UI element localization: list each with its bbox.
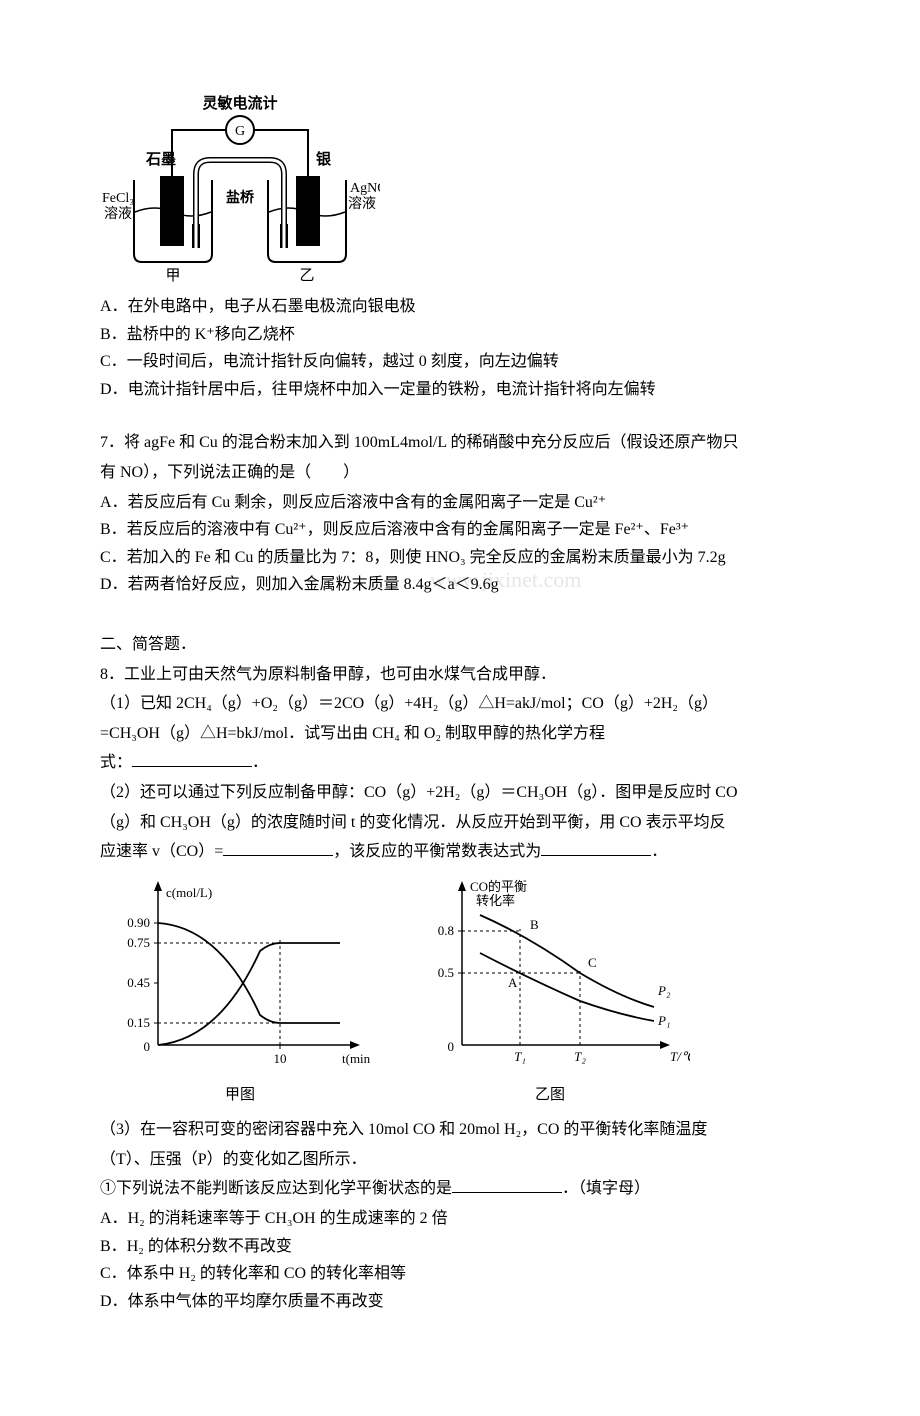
ybtick-05-label: 0.5	[438, 965, 454, 980]
salt-bridge-label: 盐桥	[226, 189, 255, 206]
yb-arrow	[458, 881, 466, 891]
q7-stem-line2: 有 NO），下列说法正确的是（ ）	[100, 460, 820, 486]
origin-b: 0	[448, 1039, 455, 1054]
q8-part2c2: ，该反应的平衡常数表达式为	[333, 843, 541, 860]
right-solution-sub: 溶液	[348, 196, 376, 212]
chart-b-wrap: CO的平衡 转化率 T/℃ 0.5 0.8 0 T₁ T₂	[410, 875, 690, 1108]
left-solution-sub: 溶液	[104, 206, 132, 222]
q8-stem: 8．工业上可由天然气为原料制备甲醇，也可由水煤气合成甲醇．	[100, 662, 820, 688]
left-electrode-label: 石墨	[145, 151, 176, 168]
label-p2: P₂	[657, 983, 671, 998]
xbtick-t2: T₂	[574, 1049, 586, 1064]
xb-arrow	[660, 1041, 670, 1049]
q6-option-a-text: 在外电路中，电子从石墨电极流向银电极	[128, 298, 416, 315]
blank-4	[452, 1176, 562, 1193]
q8-subopt-c-text: 体系中 H₂ 的转化率和 CO 的转化率相等	[127, 1265, 406, 1282]
yb-label1: CO的平衡	[470, 879, 527, 894]
q8-part3-line1: （3）在一容积可变的密闭容器中充入 10mol CO 和 20mol H₂，CO…	[100, 1117, 820, 1143]
q6-option-d: D．电流计指针居中后，往甲烧杯中加入一定量的铁粉，电流计指针将向左偏转	[100, 377, 820, 403]
q7-option-b: B．若反应后的溶液中有 Cu²⁺，则反应后溶液中含有的金属阳离子一定是 Fe²⁺…	[100, 517, 820, 543]
ytick-015-label: 0.15	[127, 1015, 150, 1030]
q8-part2-line3: 应速率 v（CO）= ，该反应的平衡常数表达式为 ．	[100, 839, 820, 865]
galvanometer-title: 灵敏电流计	[202, 94, 277, 112]
q6-option-a: A．在外电路中，电子从石墨电极流向银电极	[100, 294, 820, 320]
q8-part1-line2: =CH₃OH（g）△H=bkJ/mol．试写出由 CH₄ 和 O₂ 制取甲醇的热…	[100, 721, 820, 747]
ytick-045-label: 0.45	[127, 975, 150, 990]
electrode-left	[160, 176, 184, 246]
q8-part2-line2: （g）和 CH₃OH（g）的浓度随时间 t 的变化情况．从反应开始到平衡，用 C…	[100, 810, 820, 836]
page: 灵敏电流计 G 石墨 银 盐桥	[0, 0, 920, 1416]
left-solution-label: FeCl₃	[102, 191, 134, 206]
label-p1: P₁	[657, 1013, 670, 1028]
electrode-right	[296, 176, 320, 246]
chart-a-caption: 甲图	[110, 1083, 370, 1107]
q7-option-a: A．若反应后有 Cu 剩余，则反应后溶液中含有的金属阳离子一定是 Cu²⁺	[100, 490, 820, 516]
q8-part1c-label: 式：	[100, 754, 132, 771]
q8-part2c1: 应速率 v（CO）=	[100, 843, 223, 860]
y-axis-arrow	[154, 881, 162, 891]
galvanometer-g: G	[235, 124, 245, 139]
q8-subopt-a-text: H₂ 的消耗速率等于 CH₃OH 的生成速率的 2 倍	[128, 1210, 448, 1227]
q7-option-a-text: 若反应后有 Cu 剩余，则反应后溶液中含有的金属阳离子一定是 Cu²⁺	[128, 494, 607, 511]
q7-stem-line1: 7．将 agFe 和 Cu 的混合粉末加入到 100mL4mol/L 的稀硝酸中…	[100, 430, 820, 456]
q8-part3-1a: ①下列说法不能判断该反应达到化学平衡状态的是	[100, 1180, 452, 1197]
q8-subopt-c: C．体系中 H₂ 的转化率和 CO 的转化率相等	[100, 1261, 820, 1287]
x-axis-arrow	[350, 1041, 360, 1049]
q8-subopt-b: B．H₂ 的体积分数不再改变	[100, 1234, 820, 1260]
beaker-right-name: 乙	[299, 268, 314, 284]
q8-subopt-a: A．H₂ 的消耗速率等于 CH₃OH 的生成速率的 2 倍	[100, 1206, 820, 1232]
q7-option-d-text: 若两者恰好反应，则加入金属粉末质量 8.4g＜a＜9.6g	[128, 576, 499, 593]
q6-option-d-text: 电流计指针居中后，往甲烧杯中加入一定量的铁粉，电流计指针将向左偏转	[128, 381, 656, 398]
chart-a: c(mol/L) 0.15 0.45 0.75 0.90 0 10 t(min)	[110, 875, 370, 1075]
ytick-075-label: 0.75	[127, 935, 150, 950]
q6-option-c-text: 一段时间后，电流计指针反向偏转，越过 0 刻度，向左边偏转	[127, 353, 559, 370]
chart-b: CO的平衡 转化率 T/℃ 0.5 0.8 0 T₁ T₂	[410, 875, 690, 1075]
blank-3	[541, 839, 651, 856]
q8-part2c-end: ．	[651, 843, 667, 860]
q8-part1-line1: （1）已知 2CH₄（g）+O₂（g）＝2CO（g）+4H₂（g）△H=akJ/…	[100, 691, 820, 717]
q7-option-d: D．若两者恰好反应，则加入金属粉末质量 8.4g＜a＜9.6g	[100, 572, 820, 598]
q6-figure: 灵敏电流计 G 石墨 银 盐桥	[100, 94, 820, 284]
curve-p2	[480, 915, 654, 1007]
q6-option-b-text: 盐桥中的 K⁺移向乙烧杯	[127, 326, 295, 343]
blank-1	[132, 750, 252, 767]
ytick-090-label: 0.90	[127, 915, 150, 930]
right-electrode-label: 银	[316, 150, 332, 168]
x-label: t(min)	[342, 1051, 370, 1066]
q8-part3-line2: （T）、压强（P）的变化如乙图所示．	[100, 1147, 820, 1173]
q7-option-c-text: 若加入的 Fe 和 Cu 的质量比为 7：8，则使 HNO₃ 完全反应的金属粉末…	[127, 549, 726, 566]
q8-subopt-d-text: 体系中气体的平均摩尔质量不再改变	[128, 1293, 384, 1310]
blank-2	[223, 839, 333, 856]
q7-option-b-text: 若反应后的溶液中有 Cu²⁺，则反应后溶液中含有的金属阳离子一定是 Fe²⁺、F…	[127, 521, 689, 538]
q8-part2-line1: （2）还可以通过下列反应制备甲醇：CO（g）+2H₂（g）＝CH₃OH（g）．图…	[100, 780, 820, 806]
q8-figures: c(mol/L) 0.15 0.45 0.75 0.90 0 10 t(min)	[110, 875, 820, 1108]
q8-part3-sub1: ①下列说法不能判断该反应达到化学平衡状态的是 ．（填字母）	[100, 1176, 820, 1202]
yb-label2: 转化率	[476, 893, 515, 908]
q8-part1-line3: 式： ．	[100, 750, 820, 776]
pt-c: C	[588, 955, 597, 970]
q8-part1c-end: ．	[252, 754, 268, 771]
ybtick-08-label: 0.8	[438, 923, 454, 938]
q6-option-b: B．盐桥中的 K⁺移向乙烧杯	[100, 322, 820, 348]
xb-label: T/℃	[670, 1049, 690, 1064]
q8-subopt-b-text: H₂ 的体积分数不再改变	[127, 1238, 292, 1255]
q7-option-c: C．若加入的 Fe 和 Cu 的质量比为 7：8，则使 HNO₃ 完全反应的金属…	[100, 545, 820, 571]
chart-b-caption: 乙图	[410, 1083, 690, 1107]
q6-option-c: C．一段时间后，电流计指针反向偏转，越过 0 刻度，向左边偏转	[100, 349, 820, 375]
pt-b: B	[530, 917, 539, 932]
xbtick-t1: T₁	[514, 1049, 526, 1064]
q8-part3-1b: ．（填字母）	[562, 1180, 650, 1197]
section2-heading: 二、简答题．	[100, 632, 820, 658]
pt-a: A	[508, 975, 518, 990]
origin-label: 0	[144, 1039, 151, 1054]
beaker-left-name: 甲	[165, 268, 180, 284]
galvanic-cell-diagram: 灵敏电流计 G 石墨 银 盐桥	[100, 94, 380, 284]
right-solution-label: AgNO₃	[350, 181, 380, 196]
xtick-10-label: 10	[274, 1051, 287, 1066]
chart-a-wrap: c(mol/L) 0.15 0.45 0.75 0.90 0 10 t(min)	[110, 875, 370, 1108]
y-label: c(mol/L)	[166, 885, 212, 900]
